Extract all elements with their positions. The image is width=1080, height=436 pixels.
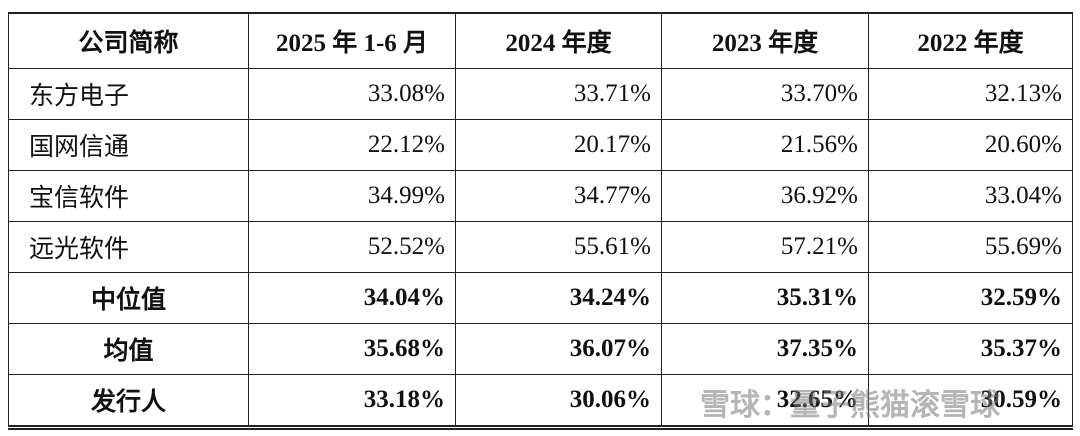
value-cell: 52.52% [248,221,456,273]
company-cell: 发行人 [8,374,249,430]
value-cell: 30.06% [455,374,662,430]
value-cell: 32.65% [661,374,869,430]
table-row: 国网信通 22.12% 20.17% 21.56% 20.60% [8,119,1073,171]
value-cell: 32.59% [868,272,1073,324]
value-cell: 35.68% [248,323,456,375]
value-cell: 33.04% [868,170,1073,222]
company-cell: 宝信软件 [8,170,249,222]
header-cell: 2025 年 1-6 月 [248,12,456,69]
company-cell: 均值 [8,323,249,375]
header-cell: 2024 年度 [455,12,662,69]
value-cell: 34.24% [455,272,662,324]
table-row: 均值 35.68% 36.07% 37.35% 35.37% [8,323,1073,375]
value-cell: 36.07% [455,323,662,375]
value-cell: 33.08% [248,68,456,120]
value-cell: 33.71% [455,68,662,120]
value-cell: 35.31% [661,272,869,324]
data-table: 公司简称 2025 年 1-6 月 2024 年度 2023 年度 2022 年度 东方… [8,12,1073,430]
value-cell: 30.59% [868,374,1073,430]
table-row: 远光软件 52.52% 55.61% 57.21% 55.69% [8,221,1073,273]
company-cell: 中位值 [8,272,249,324]
company-cell: 国网信通 [8,119,249,171]
value-cell: 34.99% [248,170,456,222]
value-cell: 20.17% [455,119,662,171]
value-cell: 35.37% [868,323,1073,375]
value-cell: 34.77% [455,170,662,222]
value-cell: 36.92% [661,170,869,222]
table-row: 宝信软件 34.99% 34.77% 36.92% 33.04% [8,170,1073,222]
table-body: 东方电子 33.08% 33.71% 33.70% 32.13% 国网信通 22.12% 20… [8,68,1073,430]
header-row: 公司简称 2025 年 1-6 月 2024 年度 2023 年度 2022 年度 [8,12,1073,69]
header-cell: 2023 年度 [661,12,869,69]
header-cell: 2022 年度 [868,12,1073,69]
table-row: 发行人 33.18% 30.06% 32.65% 30.59% [8,374,1073,430]
header-cell: 公司简称 [8,12,249,69]
value-cell: 55.69% [868,221,1073,273]
table-row: 东方电子 33.08% 33.71% 33.70% 32.13% [8,68,1073,120]
table-row: 中位值 34.04% 34.24% 35.31% 32.59% [8,272,1073,324]
value-cell: 57.21% [661,221,869,273]
company-cell: 远光软件 [8,221,249,273]
value-cell: 32.13% [868,68,1073,120]
value-cell: 37.35% [661,323,869,375]
value-cell: 21.56% [661,119,869,171]
value-cell: 33.70% [661,68,869,120]
value-cell: 34.04% [248,272,456,324]
value-cell: 22.12% [248,119,456,171]
value-cell: 55.61% [455,221,662,273]
company-cell: 东方电子 [8,68,249,120]
value-cell: 33.18% [248,374,456,430]
value-cell: 20.60% [868,119,1073,171]
